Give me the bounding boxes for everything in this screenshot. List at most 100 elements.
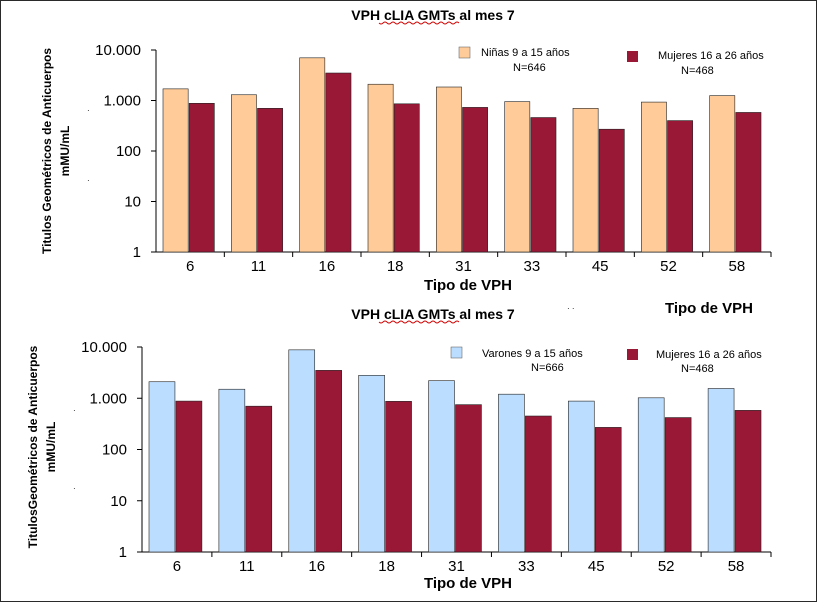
y-tick-label: 10 <box>110 493 127 510</box>
x-tick-label: 45 <box>592 258 609 275</box>
bars <box>148 349 762 553</box>
y-tick-label: 1.000 <box>103 93 141 110</box>
bar-2-11 <box>257 108 283 253</box>
x-tick-label: 11 <box>251 258 267 275</box>
legend-n-series-1: N=666 <box>531 362 564 374</box>
dot-mark: · · <box>567 304 575 313</box>
bar-1-16 <box>288 349 316 553</box>
x-axis-ticks: 6 11 16 18 31 33 45 52 58 <box>186 252 772 275</box>
y-tick-label: 1.000 <box>89 390 127 407</box>
bar-2-16 <box>315 370 342 553</box>
bar-2-52 <box>664 417 692 553</box>
bar-2-45 <box>594 427 622 553</box>
bar-1-33 <box>504 101 531 253</box>
bar-2-6 <box>188 103 215 253</box>
y-tick-label: 10.000 <box>81 339 127 356</box>
legend-swatch-series-2 <box>627 349 638 360</box>
chart-title: VPH cLIA GMTs al mes 7 <box>351 306 515 322</box>
bar-2-31 <box>462 107 488 253</box>
bar-1-52 <box>637 397 665 553</box>
bar-1-6 <box>162 88 189 253</box>
bar-1-11 <box>231 94 257 253</box>
y-axis-ticks: 1 10 100 1.000 10.000 <box>81 339 142 561</box>
x-tick-label: 16 <box>308 558 325 575</box>
bar-2-18 <box>385 401 412 553</box>
x-tick-label: 18 <box>378 558 395 575</box>
bar-2-58 <box>735 112 762 253</box>
x-tick-label: 16 <box>318 258 335 275</box>
bar-1-45 <box>568 400 595 553</box>
bar-2-45 <box>598 128 625 253</box>
bar-2-31 <box>455 404 482 553</box>
y-axis-label: TitulosGeométricos de Anticuerpos mMU/mL <box>26 345 58 548</box>
bar-2-33 <box>525 415 552 553</box>
chart-title: VPH cLIA GMTs al mes 7 <box>351 7 515 23</box>
chart-ninas-vs-mujeres: VPH cLIA GMTs al mes 7 1 10 100 1.000 10.000… <box>40 7 772 294</box>
bar-1-18 <box>367 83 394 253</box>
legend: Niñas 9 a 15 años N=646 Mujeres 16 a 26 … <box>458 46 764 77</box>
y-tick-label: 1 <box>133 244 141 261</box>
chart-varones-vs-mujeres: VPH cLIA GMTs al mes 7 Tipo de VPH · · 1… <box>26 300 772 592</box>
dot-mark: · <box>87 106 90 115</box>
x-axis-label: Tipo de VPH <box>424 575 512 592</box>
x-tick-label: 58 <box>728 258 745 275</box>
bar-1-33 <box>498 393 525 553</box>
bar-1-6 <box>148 381 176 553</box>
y-tick-label: 100 <box>116 143 141 160</box>
x-tick-label: 6 <box>186 258 194 275</box>
y-axis-label-line2: mMU/mL <box>58 126 72 177</box>
x-tick-label: 11 <box>239 558 255 575</box>
x-tick-label: 31 <box>455 258 472 275</box>
y-tick-label: 100 <box>102 442 127 459</box>
legend-label-series-1: Varones 9 a 15 años <box>482 348 583 360</box>
stray-axis-label: Tipo de VPH <box>665 300 753 317</box>
spellcheck-underline <box>378 320 460 324</box>
dot-mark: · <box>87 176 90 185</box>
x-tick-label: 52 <box>658 558 675 575</box>
x-tick-label: 52 <box>660 258 677 275</box>
dot-mark: · <box>73 484 76 493</box>
bar-1-31 <box>436 86 462 253</box>
x-tick-label: 18 <box>387 258 404 275</box>
x-axis-ticks: 6 11 16 18 31 33 45 52 58 <box>173 552 772 575</box>
y-tick-label: 1 <box>119 544 127 561</box>
y-tick-label: 10.000 <box>95 42 141 59</box>
bar-2-58 <box>734 410 762 553</box>
legend-n-series-2: N=468 <box>681 65 714 77</box>
x-tick-label: 6 <box>173 558 181 575</box>
bar-1-31 <box>428 380 455 553</box>
bars <box>162 57 762 253</box>
y-axis-label: Titulos Geométricos de Anticuerpos mMU/m… <box>40 48 72 254</box>
x-axis-label: Tipo de VPH <box>424 277 512 294</box>
bar-2-18 <box>393 103 420 253</box>
x-tick-label: 33 <box>523 258 540 275</box>
legend-swatch-series-2 <box>627 51 638 62</box>
legend-n-series-1: N=646 <box>513 62 546 74</box>
bar-1-16 <box>299 57 326 253</box>
legend-n-series-2: N=468 <box>681 363 714 375</box>
bar-2-16 <box>325 72 352 253</box>
bar-1-45 <box>572 108 599 253</box>
bar-2-52 <box>667 120 693 253</box>
y-axis-label-line2: mMU/mL <box>44 422 58 473</box>
bar-2-11 <box>245 405 273 553</box>
bar-2-33 <box>530 117 557 253</box>
y-axis-label-line1: Titulos Geométricos de Anticuerpos <box>40 48 54 254</box>
legend-label-series-1: Niñas 9 a 15 años <box>481 47 570 59</box>
x-tick-label: 45 <box>588 558 605 575</box>
x-tick-label: 31 <box>448 558 465 575</box>
dot-mark: · <box>73 406 76 415</box>
bar-1-11 <box>218 388 246 553</box>
bar-2-6 <box>175 400 203 553</box>
spellcheck-underline <box>378 21 460 25</box>
legend-label-series-2: Mujeres 16 a 26 años <box>658 50 764 62</box>
legend-label-series-2: Mujeres 16 a 26 años <box>656 349 762 361</box>
legend-swatch-series-1 <box>458 46 471 59</box>
bar-1-52 <box>641 101 667 253</box>
x-tick-label: 58 <box>728 558 745 575</box>
bar-1-18 <box>358 375 385 553</box>
bar-1-58 <box>707 388 735 553</box>
legend: Varones 9 a 15 años N=666 Mujeres 16 a 2… <box>450 346 762 375</box>
